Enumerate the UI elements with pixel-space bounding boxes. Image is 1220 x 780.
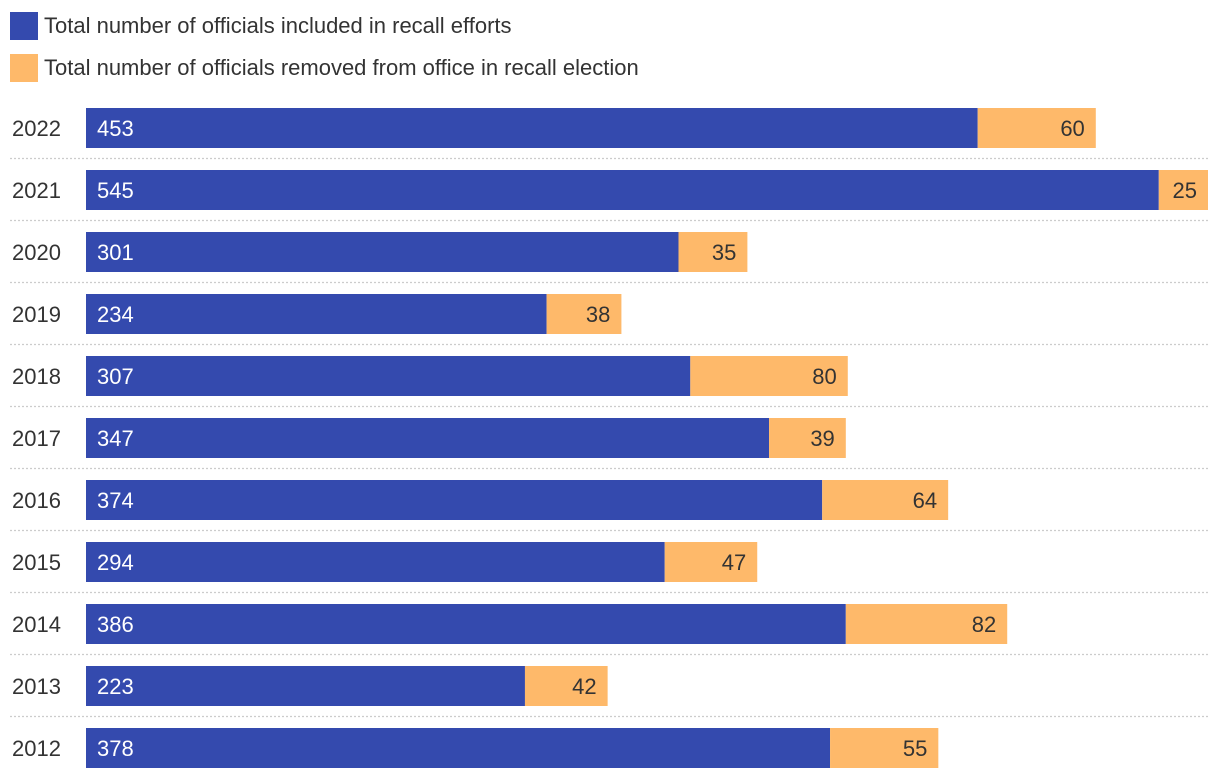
bar-included [86,604,846,644]
year-label: 2022 [12,116,61,141]
year-label: 2013 [12,674,61,699]
year-label: 2019 [12,302,61,327]
bar-removed [1158,170,1208,210]
value-label-removed: 47 [722,550,746,575]
year-label: 2020 [12,240,61,265]
bar-included [86,728,831,768]
value-label-removed: 60 [1060,116,1084,141]
bar-included [86,418,770,458]
value-label-removed: 80 [812,364,836,389]
legend-swatch-removed [10,54,38,82]
value-label-included: 234 [97,302,134,327]
bar-removed [524,666,608,706]
value-label-included: 386 [97,612,134,637]
legend-label-included: Total number of officials included in re… [44,13,512,38]
value-label-included: 374 [97,488,134,513]
bar-removed [830,728,939,768]
bar-removed [845,604,1008,644]
bar-included [86,232,679,272]
year-label: 2016 [12,488,61,513]
value-label-removed: 39 [810,426,834,451]
legend-swatch-included [10,12,38,40]
value-label-included: 294 [97,550,134,575]
year-label: 2017 [12,426,61,451]
bar-included [86,542,665,582]
bar-removed [977,108,1096,148]
value-label-included: 347 [97,426,134,451]
value-label-included: 453 [97,116,134,141]
bar-included [86,294,547,334]
value-label-removed: 25 [1173,178,1197,203]
legend-item-removed: Total number of officials removed from o… [10,52,639,84]
bar-included [86,108,978,148]
value-label-removed: 55 [903,736,927,761]
year-label: 2015 [12,550,61,575]
value-label-included: 301 [97,240,134,265]
year-label: 2012 [12,736,61,761]
value-label-included: 545 [97,178,134,203]
bar-removed [690,356,848,396]
value-label-removed: 64 [913,488,937,513]
value-label-included: 223 [97,674,134,699]
bar-removed [822,480,949,520]
legend-item-included: Total number of officials included in re… [10,10,639,42]
value-label-removed: 42 [572,674,596,699]
bar-included [86,356,691,396]
bar-included [86,480,823,520]
value-label-removed: 35 [712,240,736,265]
legend-label-removed: Total number of officials removed from o… [44,55,639,80]
legend: Total number of officials included in re… [10,10,639,94]
value-label-removed: 82 [972,612,996,637]
bar-removed [664,542,758,582]
bar-included [86,666,525,706]
bar-included [86,170,1159,210]
year-label: 2014 [12,612,61,637]
value-label-removed: 38 [586,302,610,327]
bar-removed [769,418,846,458]
value-label-included: 307 [97,364,134,389]
year-label: 2021 [12,178,61,203]
year-label: 2018 [12,364,61,389]
bar-removed [546,294,622,334]
value-label-included: 378 [97,736,134,761]
bar-removed [678,232,748,272]
